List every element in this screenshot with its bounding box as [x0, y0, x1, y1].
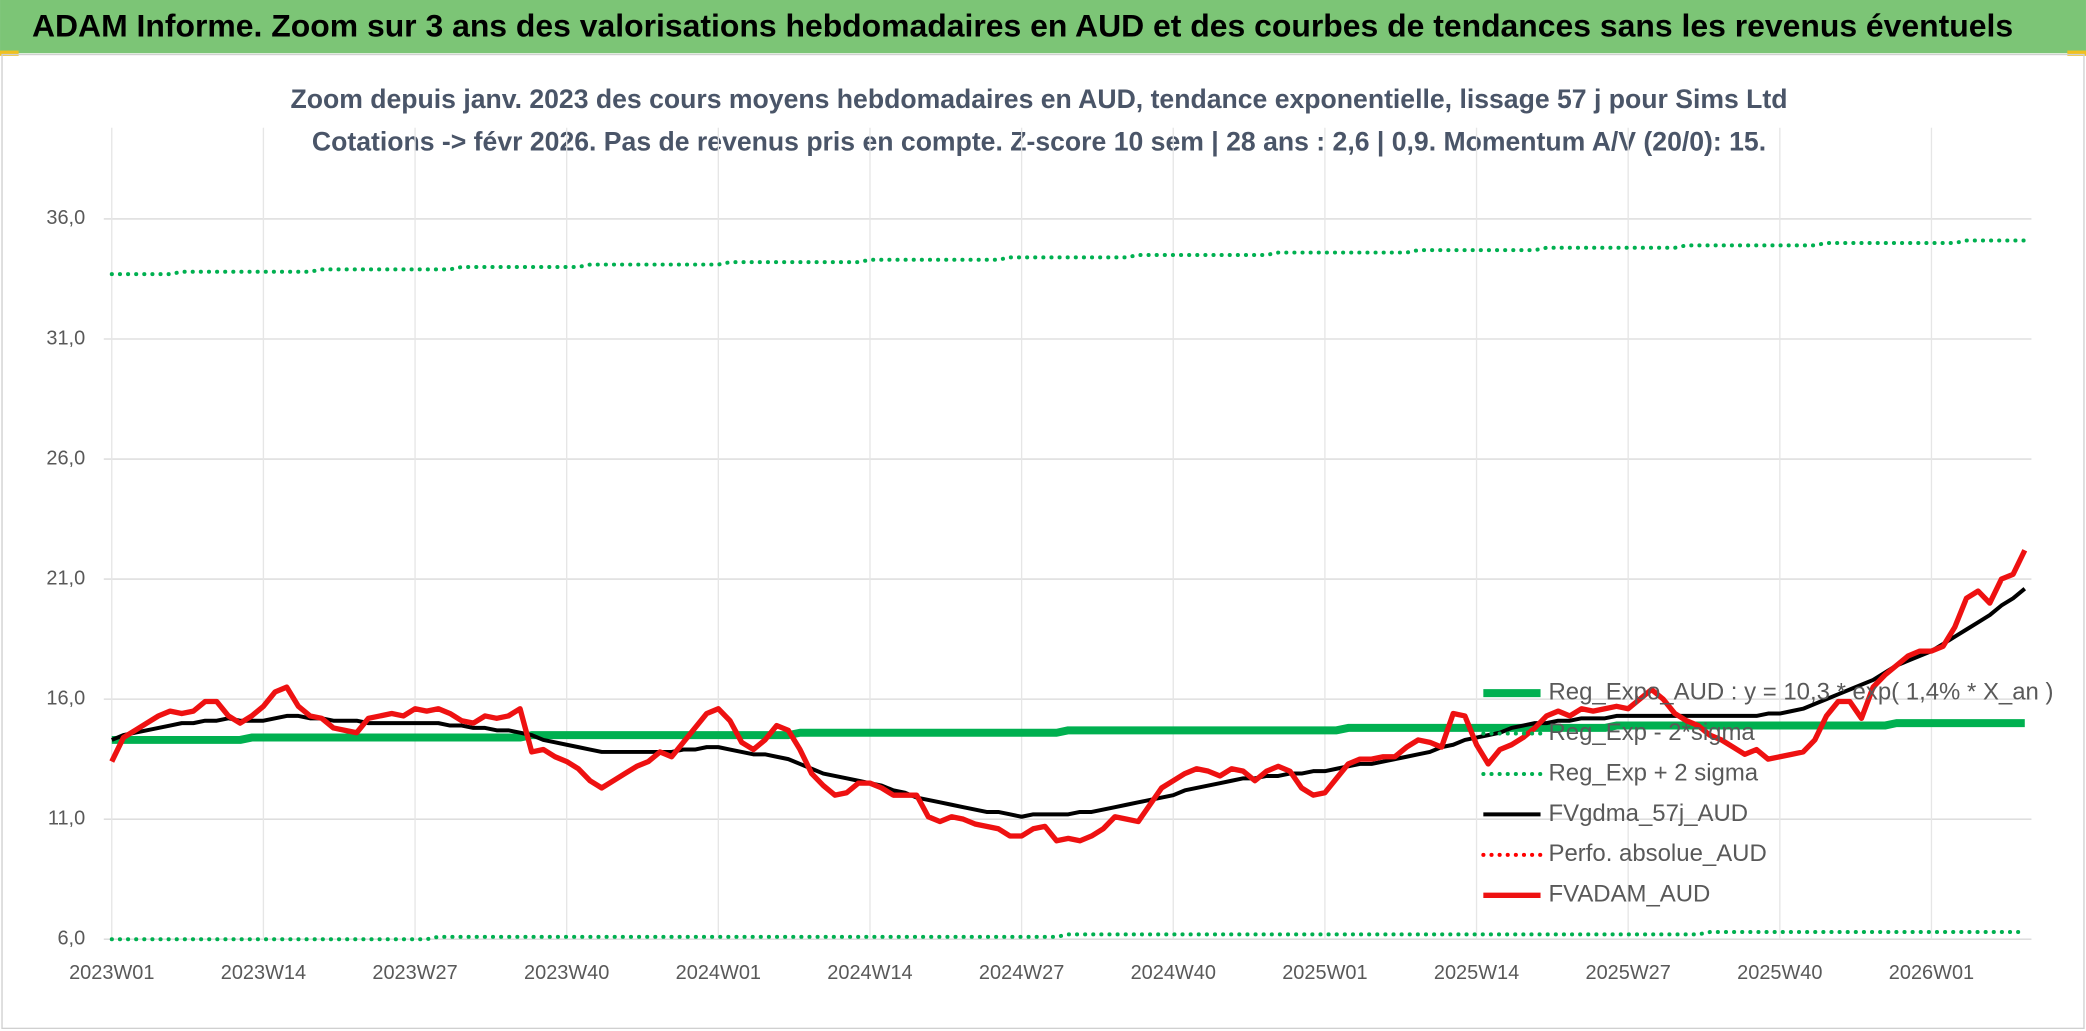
series-line — [111, 587, 2027, 819]
x-tick-label: 2026W01 — [1889, 962, 1974, 984]
chart-subtitle: Cotations -> févr 2026. Pas de revenus p… — [312, 127, 1766, 157]
legend-label: Reg_Exp - 2*sigma — [1549, 719, 1756, 746]
chart-title: Zoom depuis janv. 2023 des cours moyens … — [290, 84, 1787, 114]
grid: 6,0 11,0 16,0 21,0 26,0 31,0 36,0 2023W01 2023W1… — [46, 127, 2032, 984]
series-line — [109, 549, 2028, 844]
series-line — [109, 238, 2027, 277]
x-tick-label: 2025W14 — [1434, 962, 1519, 984]
legend-label: FVgdma_57j_AUD — [1549, 800, 1749, 827]
y-tick-label: 21,0 — [46, 567, 85, 589]
x-tick-label: 2023W14 — [221, 962, 306, 984]
y-tick-label: 11,0 — [48, 807, 85, 829]
chart-frame — [1, 53, 2085, 1030]
y-tick-label: 31,0 — [46, 327, 85, 349]
x-tick-label: 2024W01 — [676, 962, 761, 984]
legend-label: FVADAM_AUD — [1549, 881, 1711, 908]
header-bar — [0, 0, 2086, 54]
corner — [0, 50, 19, 56]
legend-label: Perfo. absolue_AUD — [1549, 840, 1767, 867]
x-tick-label: 2025W27 — [1586, 962, 1671, 984]
x-tick-label: 2025W40 — [1737, 962, 1822, 984]
x-tick-label: 2024W14 — [827, 962, 912, 984]
x-tick-label: 2025W01 — [1282, 962, 1367, 984]
corner — [2067, 50, 2086, 56]
page-title: ADAM Informe. Zoom sur 3 ans des valoris… — [32, 7, 2013, 43]
x-tick-label: 2023W01 — [69, 962, 154, 984]
x-tick-label: 2023W27 — [372, 962, 457, 984]
legend-label: Reg_Expo_AUD : y = 10,3 * exp( 1,4% * X_… — [1549, 678, 2054, 705]
y-tick-label: 36,0 — [46, 207, 85, 229]
series-line — [111, 719, 2025, 744]
y-tick-label: 16,0 — [46, 687, 85, 709]
x-tick-label: 2024W27 — [979, 962, 1064, 984]
y-tick-label: 6,0 — [57, 927, 85, 949]
series-line — [109, 930, 2027, 942]
legend-label: Reg_Exp + 2 sigma — [1549, 759, 1759, 786]
x-tick-label: 2023W40 — [524, 962, 609, 984]
plot — [109, 238, 2028, 942]
legend: Reg_Expo_AUD : y = 10,3 * exp( 1,4% * X_… — [1481, 678, 2054, 908]
y-tick-label: 26,0 — [46, 447, 85, 469]
x-tick-label: 2024W40 — [1131, 962, 1216, 984]
